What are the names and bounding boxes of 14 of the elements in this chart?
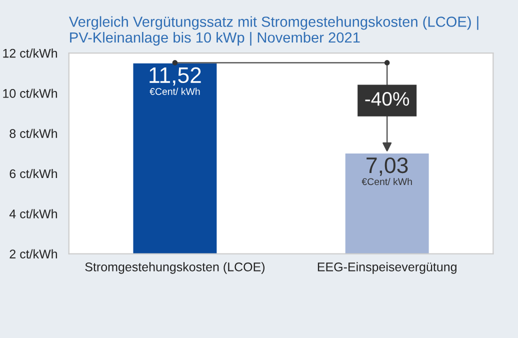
chart-title: Vergleich Vergütungssatz mit Stromgestehungskosten (LCOE) | PV-Kleinanlage bis 10 kWp | November 2021 (68, 16, 478, 46)
y-tick-label: 6 ct/kWh (10, 169, 57, 178)
y-tick-label: 8 ct/kWh (10, 128, 57, 138)
x-tick-label: EEG-Einspeisevergütung (318, 262, 456, 274)
annotation: €Cent/ kWh (150, 88, 200, 95)
annotation: €Cent/ kWh (362, 178, 412, 186)
y-tick-label: 10 ct/kWh (3, 88, 57, 98)
y-tick-label: 4 ct/kWh (9, 209, 57, 218)
data-label: 7,03 (366, 157, 408, 176)
y-tick-label: 2 ct/kWh (10, 249, 57, 258)
annotation: -40% (365, 92, 410, 106)
x-tick-label: Stromgestehungskosten (LCOE) (85, 262, 265, 274)
y-tick-label: 12 ct/kWh (3, 48, 57, 58)
data-label: 11,52 (150, 67, 201, 86)
